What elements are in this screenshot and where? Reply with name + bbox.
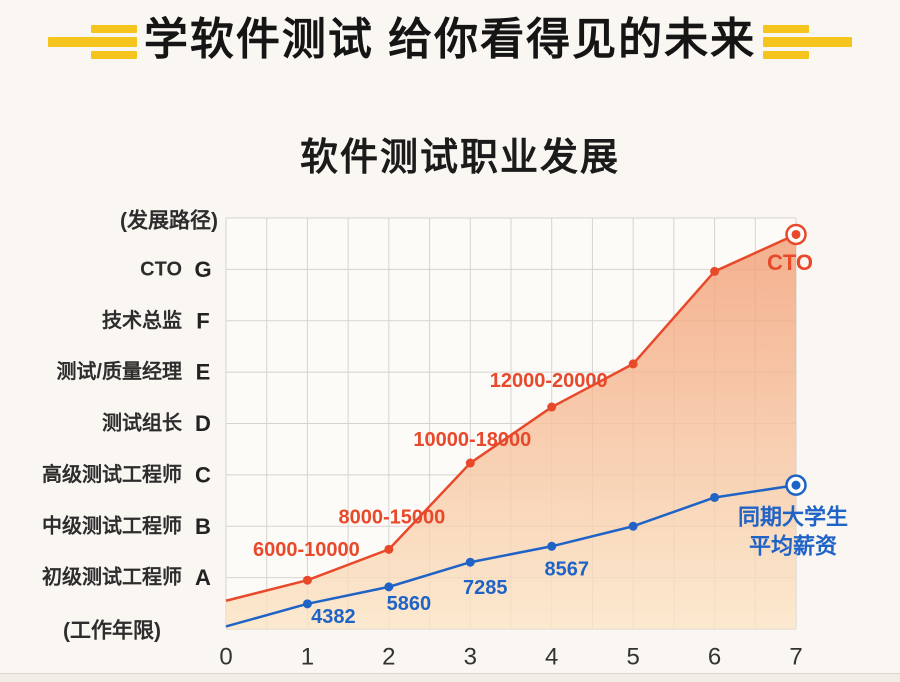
data-point (384, 544, 394, 554)
x-tick-label: 5 (626, 644, 639, 671)
data-point (302, 575, 312, 585)
data-point (628, 359, 638, 369)
section-divider (0, 673, 900, 682)
title-accent-right-icon (763, 25, 853, 61)
salary-annotation: 5860 (387, 593, 432, 615)
data-point (465, 557, 475, 567)
series-end-label-1: 平均薪资 (749, 534, 837, 559)
x-tick-label: 0 (219, 644, 232, 671)
page-title: 学软件测试 给你看得见的未来 (143, 15, 757, 64)
level-letter-label: G (194, 257, 211, 282)
level-role-label: 初级测试工程师 (42, 565, 182, 589)
x-tick-label: 6 (708, 644, 721, 671)
endpoint-dot-1 (791, 480, 801, 490)
chart-title: 软件测试职业发展 (299, 137, 620, 179)
level-letter-label: B (195, 514, 211, 539)
data-point (628, 521, 638, 531)
y-axis-header: (发展路径) (120, 209, 218, 233)
salary-annotation: 8567 (544, 558, 589, 580)
salary-annotation: 8000-15000 (338, 506, 445, 528)
x-tick-label: 2 (382, 644, 395, 671)
data-point (710, 492, 720, 502)
level-role-label: 测试组长 (102, 411, 183, 435)
salary-annotation: 7285 (463, 577, 508, 599)
x-axis-header: (工作年限) (63, 619, 161, 643)
x-tick-label: 7 (789, 644, 802, 671)
data-point (547, 402, 557, 412)
endpoint-dot-0 (791, 229, 801, 239)
salary-annotation: 12000-20000 (490, 370, 608, 392)
data-point (384, 582, 394, 592)
data-point (465, 458, 475, 468)
salary-area-fill (226, 234, 796, 629)
series-line-0 (225, 233, 797, 602)
level-role-label: 高级测试工程师 (42, 462, 182, 486)
level-role-label: 技术总监 (102, 308, 182, 332)
salary-annotation: 10000-18000 (413, 429, 531, 451)
level-letter-label: E (196, 360, 211, 385)
level-role-label: 测试/质量经理 (56, 359, 182, 383)
data-point (547, 541, 557, 551)
x-tick-label: 3 (464, 644, 477, 671)
data-point (710, 266, 720, 276)
series-line-1 (225, 483, 797, 628)
level-letter-label: C (195, 462, 211, 487)
x-tick-label: 4 (545, 644, 558, 671)
series-end-label-0: CTO (767, 250, 813, 275)
level-role-label: 中级测试工程师 (42, 513, 182, 537)
series-end-label-1: 同期大学生 (738, 505, 848, 530)
x-tick-label: 1 (301, 644, 314, 671)
title-accent-left-icon (47, 25, 137, 61)
level-letter-label: D (195, 411, 211, 436)
salary-annotation: 4382 (311, 606, 356, 628)
level-role-label: CTO (140, 258, 182, 280)
salary-annotation: 6000-10000 (253, 539, 360, 561)
level-letter-label: F (196, 308, 209, 333)
level-letter-label: A (195, 565, 211, 590)
data-point (302, 599, 312, 609)
